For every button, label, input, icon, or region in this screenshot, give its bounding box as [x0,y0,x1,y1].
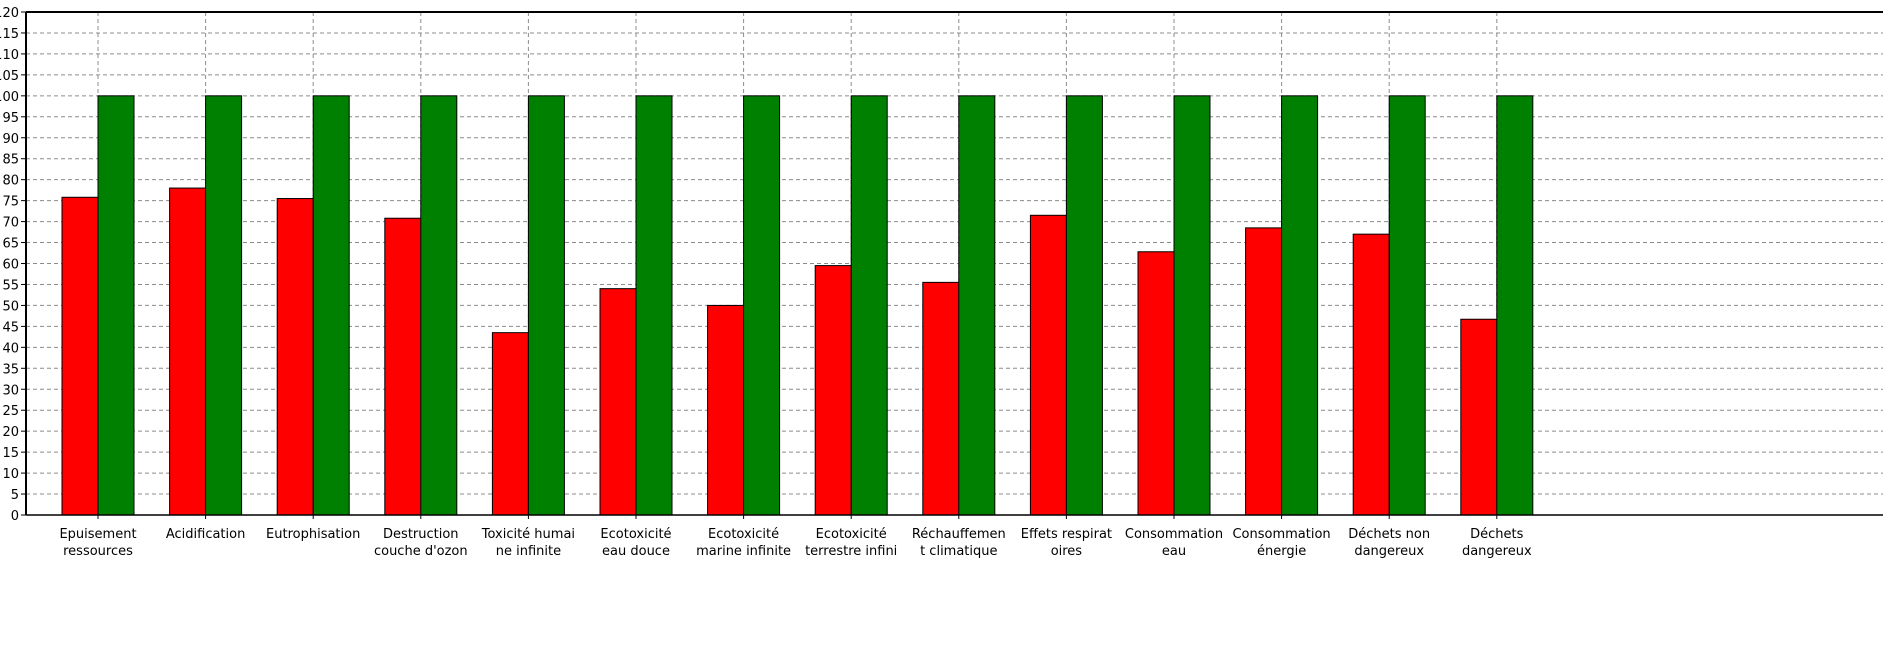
bar-red [1460,318,1498,516]
bars [61,95,1534,516]
bar-green [958,95,996,516]
bar-green [850,95,888,516]
y-tick-label: 80 [2,174,19,189]
bar-red [1352,233,1390,516]
category-label: Effets respirat oires [1021,527,1112,559]
y-tick-label: 120 [0,6,19,21]
y-tick-label: 110 [0,48,19,63]
y-tick-label: 40 [2,341,19,356]
y-tick-label: 115 [0,27,19,42]
bar-green [1496,95,1534,516]
y-tick-label: 100 [0,90,19,105]
bar-red [491,332,529,516]
y-tick-label: 85 [2,153,19,168]
y-tick-label: 90 [2,132,19,147]
category-label: Déchets dangereux [1462,527,1532,559]
category-label: Eutrophisation [266,527,360,542]
bar-green [97,95,135,516]
y-tick-label: 10 [2,467,19,482]
y-tick-label: 55 [2,278,19,293]
x-axis-labels: Epuisement ressources Acidification Eutroph… [59,515,1532,559]
y-tick-label: 95 [2,111,19,126]
bar-green [312,95,350,516]
bar-green [205,95,243,516]
bar-green [743,95,781,516]
category-label: Acidification [166,527,246,542]
y-tick-label: 30 [2,383,19,398]
category-label: Toxicité humai ne infinite [481,527,575,559]
bar-red [1245,227,1283,516]
category-label: Consommation énergie [1232,527,1330,559]
y-tick-label: 5 [11,488,19,503]
y-tick-label: 75 [2,195,19,210]
y-tick-label: 45 [2,320,19,335]
category-label: Destruction couche d'ozon [374,527,468,559]
y-tick-label: 70 [2,216,19,231]
bar-green [1281,95,1319,516]
bar-red [1029,214,1067,516]
y-tick-label: 15 [2,446,19,461]
bar-red [61,196,99,516]
y-tick-label: 60 [2,258,19,273]
category-label: Ecotoxicité eau douce [600,527,671,559]
bar-red [814,265,852,516]
bar-green [635,95,673,516]
bar-green [1388,95,1426,516]
y-tick-label: 25 [2,404,19,419]
bar-green [1173,95,1211,516]
y-tick-label: 20 [2,425,19,440]
category-label: Ecotoxicité marine infinite [696,527,791,559]
category-label: Epuisement ressources [59,527,136,559]
bar-red [599,288,637,516]
bar-green [527,95,565,516]
bar-red [169,187,207,516]
y-tick-label: 65 [2,237,19,252]
bar-green [420,95,458,516]
category-label: Réchauffemen t climatique [912,527,1006,559]
y-tick-label: 0 [11,509,19,524]
bar-red [384,217,422,516]
bar-green [1065,95,1103,516]
y-tick-label: 105 [0,69,19,84]
bar-red [922,281,960,516]
category-label: Ecotoxicité terrestre infini [805,527,897,559]
bar-red [1137,251,1175,516]
category-label: Consommation eau [1125,527,1223,559]
y-tick-label: 50 [2,299,19,314]
y-axis-ticks: 0 5 10 15 20 25 30 35 40 45 50 55 60 65 70 75 80 85 90 95 10… [0,6,26,524]
y-tick-label: 35 [2,362,19,377]
bar-red [276,198,314,516]
category-label: Déchets non dangereux [1348,527,1430,559]
bar-red [707,304,745,516]
